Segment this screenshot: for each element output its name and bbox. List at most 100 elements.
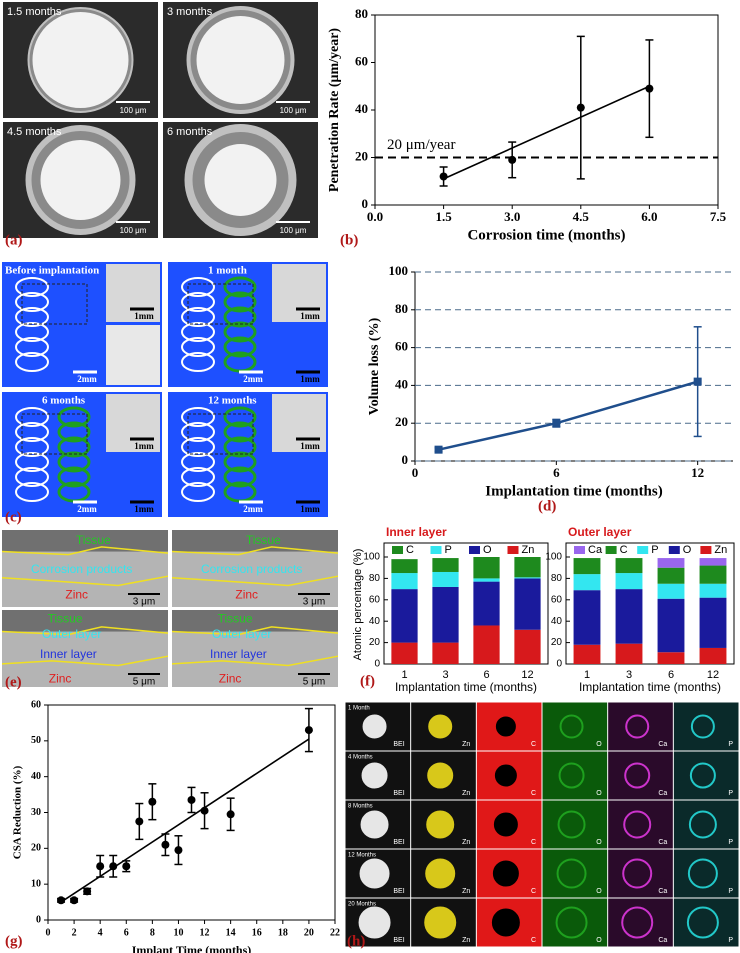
- legend-label: C: [620, 544, 628, 556]
- x-tick-label: 8: [150, 927, 155, 938]
- bar-segment: [657, 598, 685, 653]
- y-tick-label: 80: [551, 573, 563, 584]
- y-tick-label: 40: [551, 616, 563, 627]
- x-axis-label: Implant Time (months): [132, 943, 252, 953]
- x-axis-label: Implantation time (months): [395, 680, 537, 694]
- scale-label: 1mm: [300, 374, 320, 384]
- stent-strut: [181, 437, 215, 457]
- bar-segment: [699, 597, 727, 648]
- x-tick-label: 0: [46, 927, 51, 938]
- x-tick-label: 1.5: [435, 209, 452, 224]
- eds-spot: [425, 858, 456, 889]
- x-tick-label: 1: [584, 669, 590, 681]
- eds-spot: [688, 810, 717, 839]
- stent-strut-3d: [223, 421, 257, 443]
- region-label: Zinc: [235, 588, 258, 602]
- region-label: Zinc: [219, 671, 242, 685]
- region-label: Inner layer: [40, 647, 97, 661]
- data-point: [187, 795, 196, 804]
- data-point: [508, 155, 517, 164]
- scale-label: 1mm: [134, 504, 154, 514]
- stent-strut: [15, 467, 49, 487]
- eds-spot: [424, 906, 457, 939]
- scale-label: 5 μm: [133, 677, 155, 688]
- legend-swatch: [574, 546, 585, 554]
- x-tick-label: 4.5: [573, 209, 590, 224]
- data-point: [576, 103, 585, 112]
- y-tick-label: 10: [31, 878, 41, 889]
- trend-line: [60, 738, 310, 903]
- y-tick-label: 50: [31, 735, 41, 746]
- eds-spot: [361, 762, 388, 789]
- element-label: BEI: [393, 888, 404, 895]
- row-label: 8 Months: [348, 804, 373, 810]
- legend-label: Zn: [714, 544, 727, 556]
- stent-strut-3d: [223, 406, 257, 428]
- stent-strut: [15, 452, 49, 472]
- data-point: [200, 806, 209, 815]
- y-tick-label: 60: [395, 339, 408, 354]
- data-point: [645, 84, 654, 93]
- legend-label: Zn: [522, 544, 535, 556]
- stent-strut: [181, 352, 215, 372]
- interface-outline: [171, 655, 339, 667]
- region-label: Corrosion products: [201, 562, 302, 576]
- eds-spot: [362, 714, 387, 739]
- element-label: Ca: [658, 741, 667, 748]
- row-label: 12 Months: [348, 853, 376, 859]
- stent-strut: [181, 337, 215, 357]
- scale-label: 5 μm: [303, 677, 325, 688]
- bar-segment: [699, 565, 727, 584]
- y-tick-label: 100: [389, 263, 409, 278]
- element-label: C: [531, 790, 536, 797]
- data-point: [135, 817, 144, 826]
- legend-label: C: [406, 544, 414, 556]
- legend-swatch: [637, 546, 649, 554]
- x-tick-label: 0.0: [367, 209, 383, 224]
- scale-label: 1mm: [300, 311, 320, 321]
- bar-segment: [473, 578, 500, 582]
- element-label: C: [531, 741, 536, 748]
- bar-segment: [573, 590, 601, 645]
- y-tick-label: 0: [362, 196, 369, 211]
- plot-frame: [565, 542, 735, 665]
- scale-label: 100 μm: [280, 226, 307, 235]
- bar-segment: [573, 644, 601, 664]
- image-caption: 6 months: [167, 126, 213, 138]
- stent-strut: [15, 482, 49, 502]
- detail-top: [272, 394, 326, 452]
- x-tick-label: 3: [442, 669, 448, 681]
- element-label: C: [531, 888, 536, 895]
- image-caption: Before implantation: [5, 265, 99, 277]
- eds-spot: [621, 906, 654, 939]
- x-tick-label: 6: [668, 669, 674, 681]
- element-label: Ca: [658, 888, 667, 895]
- data-point: [439, 172, 448, 181]
- stent-strut-3d: [223, 436, 257, 458]
- x-tick-label: 2: [72, 927, 77, 938]
- y-tick-label: 100: [545, 552, 562, 563]
- stent-strut: [15, 307, 49, 327]
- y-tick-label: 60: [551, 594, 563, 605]
- x-axis-label: Implantation time (months): [579, 680, 721, 694]
- element-label: C: [531, 839, 536, 846]
- eds-spot: [428, 714, 453, 739]
- data-point: [96, 862, 105, 871]
- region-label: Tissue: [218, 611, 253, 625]
- y-tick-label: 40: [31, 771, 41, 782]
- bar-segment: [391, 559, 418, 574]
- legend-label: P: [651, 544, 658, 556]
- eds-map: [542, 849, 608, 898]
- region-label: Outer layer: [42, 627, 101, 641]
- data-point: [693, 377, 702, 386]
- element-label: Ca: [658, 790, 667, 797]
- image-caption: 3 months: [167, 6, 213, 18]
- eds-spot: [359, 858, 390, 889]
- x-tick-label: 6: [483, 669, 489, 681]
- region-label: Outer layer: [212, 627, 271, 641]
- x-tick-label: 14: [226, 927, 236, 938]
- eds-spot: [690, 714, 715, 739]
- stent-strut-3d: [57, 451, 91, 473]
- y-tick-label: 0: [556, 659, 562, 670]
- detail-bottom: [272, 455, 326, 515]
